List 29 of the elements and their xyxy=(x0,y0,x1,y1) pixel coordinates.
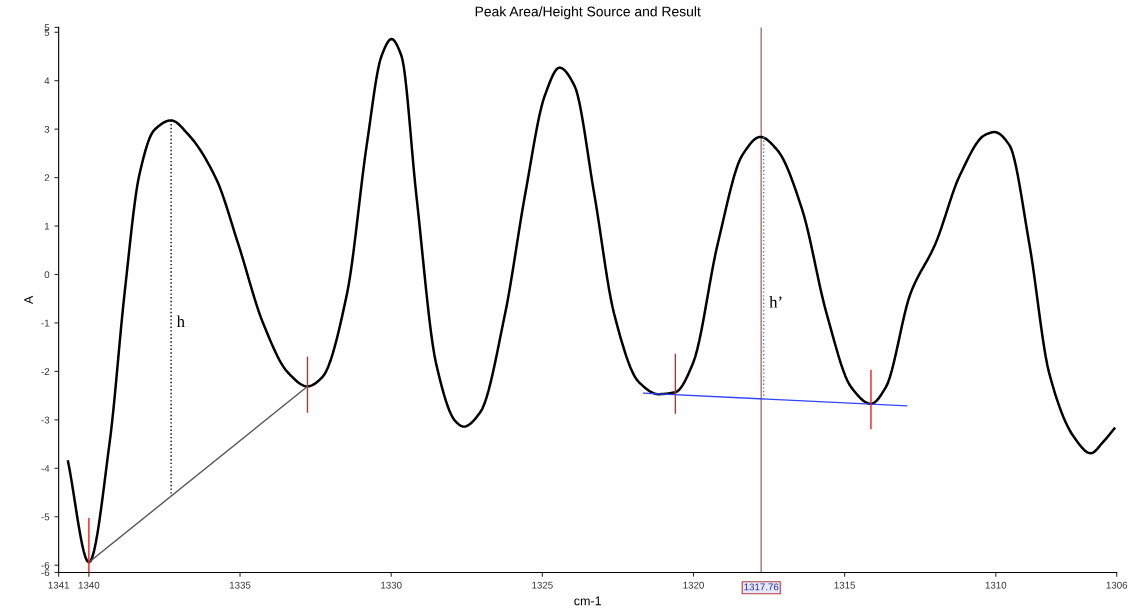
chart-title: Peak Area/Height Source and Result xyxy=(475,6,701,20)
annotation: h xyxy=(176,315,185,327)
annotation: h’ xyxy=(769,296,782,308)
y-tick-label: 2 xyxy=(44,174,50,182)
y-tick-label: 1 xyxy=(44,222,50,230)
x-tick-label: 1340 xyxy=(78,581,100,589)
x-tick-label: 1315 xyxy=(834,581,856,589)
x-tick-label: 1310 xyxy=(985,581,1007,589)
y-tick-label: -3 xyxy=(41,416,50,424)
x-axis-title: cm-1 xyxy=(574,596,601,606)
y-tick-label: 5 xyxy=(44,29,50,36)
y-tick-label: -2 xyxy=(41,368,50,375)
x-tick-label: 1335 xyxy=(229,581,251,589)
y-tick-label: -4 xyxy=(41,465,50,472)
ref-line-label: 1317.76 xyxy=(744,583,779,591)
x-tick-label: 1320 xyxy=(683,581,704,589)
x-tick-label: 1341 xyxy=(48,581,69,589)
y-tick-label: -6 xyxy=(41,569,50,577)
x-tick-label: 1330 xyxy=(381,581,402,589)
x-tick-label: 1306 xyxy=(1106,581,1128,589)
y-tick-label: 0 xyxy=(44,271,50,279)
y-tick-label: -6 xyxy=(41,561,50,569)
y-tick-label: 4 xyxy=(44,77,50,85)
y-tick-label: 3 xyxy=(44,125,50,133)
y-tick-label: -1 xyxy=(41,319,50,327)
y-tick-label: -5 xyxy=(41,513,50,521)
y-axis-title: A xyxy=(24,295,33,305)
x-tick-label: 1325 xyxy=(532,581,553,589)
y-tick-label: 5 xyxy=(44,24,50,32)
